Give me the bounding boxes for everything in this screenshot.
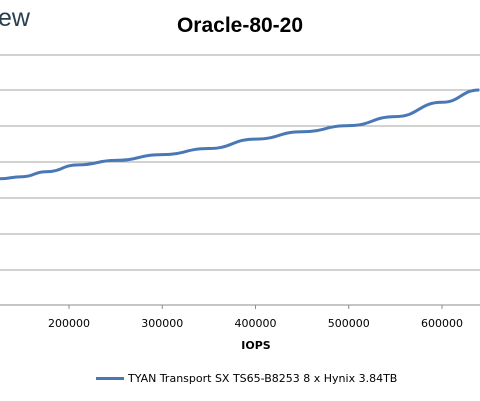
x-axis-ticks: 200000 300000 400000 500000 600000 — [48, 305, 463, 330]
logo-text: ew — [0, 4, 30, 32]
legend-label: TYAN Transport SX TS65-B8253 8 x Hynix 3… — [128, 372, 398, 385]
chart-title: Oracle-80-20 — [176, 14, 304, 37]
x-tick-label: 400000 — [235, 317, 277, 330]
x-axis-label: IOPS — [241, 339, 271, 352]
x-tick-label: 500000 — [328, 317, 370, 330]
gridlines — [0, 54, 480, 306]
x-tick-label: 600000 — [421, 317, 463, 330]
x-tick-label: 300000 — [141, 317, 183, 330]
x-tick-label: 200000 — [48, 317, 90, 330]
series-layer — [0, 88, 480, 181]
legend-swatch — [96, 377, 124, 380]
legend: TYAN Transport SX TS65-B8253 8 x Hynix 3… — [96, 372, 397, 385]
series-line — [0, 88, 480, 181]
